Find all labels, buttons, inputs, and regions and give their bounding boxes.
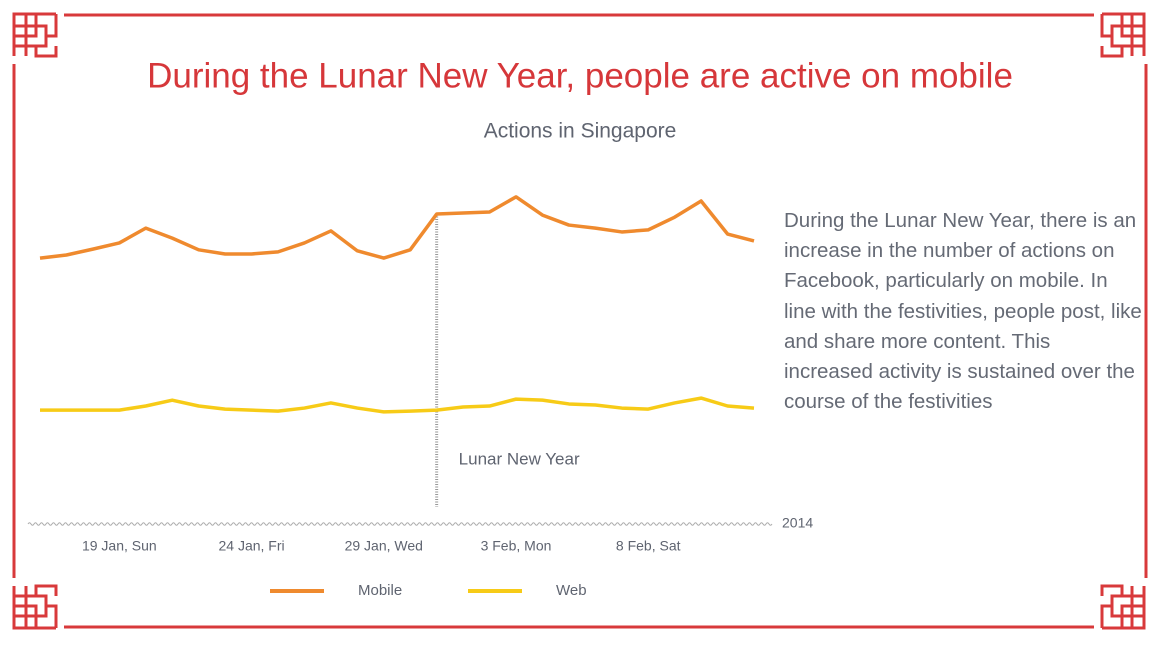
legend-label: Web xyxy=(556,582,587,599)
annotation-label: Lunar New Year xyxy=(459,449,580,468)
corner-knot xyxy=(6,6,64,64)
chart-title: During the Lunar New Year, people are ac… xyxy=(147,56,1013,95)
legend-label: Mobile xyxy=(358,582,402,599)
series-line xyxy=(39,195,755,260)
x-tick-label: 19 Jan, Sun xyxy=(82,538,157,554)
corner-knot xyxy=(6,578,64,636)
frame-border xyxy=(12,13,1148,629)
x-tick-label: 3 Feb, Mon xyxy=(481,538,552,554)
description: During the Lunar New Year, there is an i… xyxy=(784,209,1142,414)
series-line xyxy=(40,396,755,414)
x-tick-label: 29 Jan, Wed xyxy=(345,538,423,554)
corner-knot xyxy=(1094,6,1152,64)
chart-subtitle: Actions in Singapore xyxy=(484,120,677,143)
x-tick-label: 8 Feb, Sat xyxy=(616,538,681,554)
x-axis-note: 2014 xyxy=(782,515,813,531)
frame xyxy=(6,6,1152,636)
x-axis xyxy=(27,522,773,526)
corner-knot xyxy=(1094,578,1152,636)
x-tick-label: 24 Jan, Fri xyxy=(218,538,284,554)
